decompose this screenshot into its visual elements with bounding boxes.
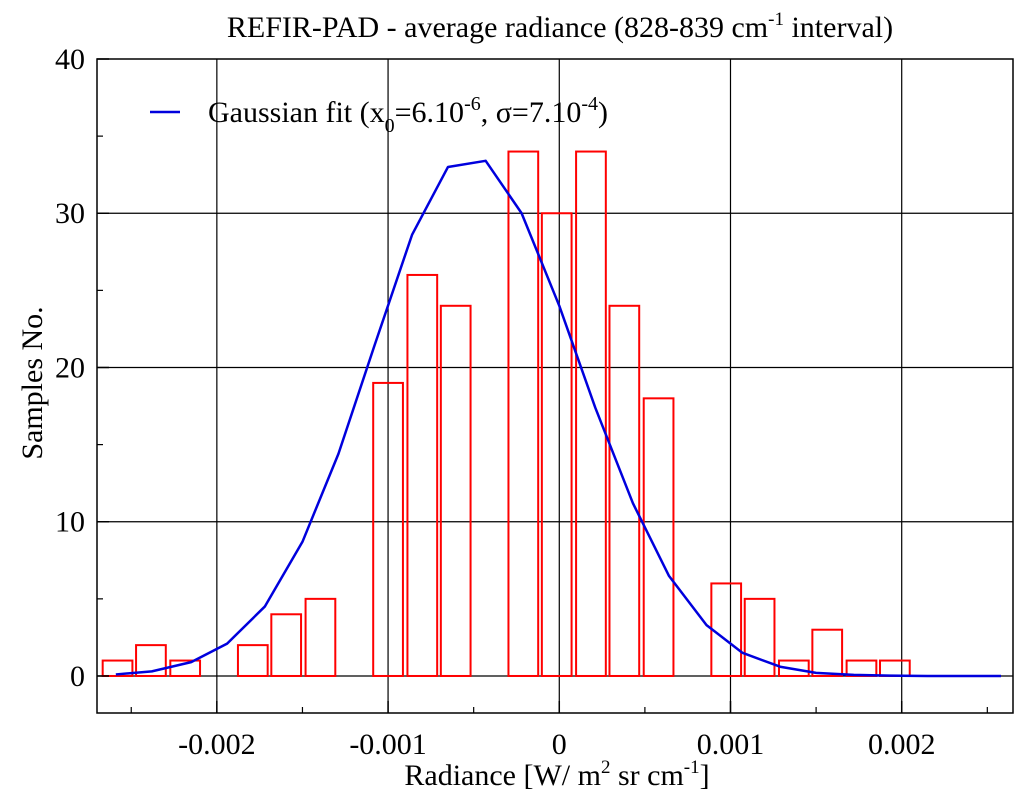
histogram-bar: [609, 306, 639, 676]
histogram-bar: [711, 583, 741, 676]
legend-label-gaussian-fit: Gaussian fit (x0=6.10-6, σ=7.10-4): [208, 93, 608, 137]
x-tick-label: -0.002: [178, 728, 256, 761]
y-tick-label: 0: [70, 660, 85, 693]
histogram-bar: [441, 306, 471, 676]
histogram-bars: [103, 152, 910, 676]
y-axis-label: Samples No.: [16, 306, 49, 459]
x-tick-label: -0.001: [349, 728, 427, 761]
grid-layer: [97, 59, 1013, 713]
x-tick-label: 0.001: [697, 728, 765, 761]
legend-text-d: ): [598, 96, 608, 129]
x-tick-label: 0: [552, 728, 567, 761]
gaussian-fit-line: [116, 161, 1001, 676]
histogram-bar: [745, 599, 775, 676]
x-axis-label-sup2: -1: [684, 757, 700, 778]
chart-title-sup: -1: [768, 9, 784, 30]
y-tick-label: 10: [55, 506, 85, 539]
legend-text-a: Gaussian fit (x: [208, 96, 385, 129]
x-axis-label-sup1: 2: [601, 757, 611, 778]
legend-text-sub: 0: [385, 115, 395, 137]
legend: Gaussian fit (x0=6.10-6, σ=7.10-4): [150, 93, 608, 137]
plot-frame: [97, 59, 1013, 713]
chart-title: REFIR-PAD - average radiance (828-839 cm…: [227, 9, 893, 44]
gaussian-fit-layer: [116, 161, 1001, 676]
histogram-bar: [407, 275, 437, 676]
histogram-bar: [644, 398, 674, 676]
histogram-bar: [306, 599, 336, 676]
histogram-bar: [542, 213, 572, 676]
histogram-bar: [238, 645, 268, 676]
y-tick-label: 20: [55, 351, 85, 384]
chart-title-end: interval): [784, 11, 893, 44]
histogram-bar: [812, 630, 842, 676]
x-axis-label: Radiance [W/ m2 sr cm-1]: [404, 757, 709, 792]
histogram-bar: [576, 152, 606, 676]
legend-text-c: , σ=7.10: [481, 96, 582, 129]
histogram-bar: [271, 614, 301, 676]
legend-text-b: =6.10: [395, 96, 464, 129]
y-tick-label: 40: [55, 43, 85, 76]
histogram-bar: [880, 661, 910, 676]
legend-text-c-sup: -4: [581, 93, 598, 115]
x-axis-label-pre: Radiance [W/ m: [404, 759, 601, 792]
legend-text-b-sup: -6: [464, 93, 481, 115]
x-tick-label: 0.002: [868, 728, 936, 761]
histogram-bar: [508, 152, 538, 676]
x-axis-label-post: ]: [700, 759, 710, 792]
x-axis-label-mid: sr cm: [610, 759, 683, 792]
y-tick-label: 30: [55, 197, 85, 230]
chart-title-main: REFIR-PAD - average radiance (828-839 cm: [227, 11, 768, 44]
